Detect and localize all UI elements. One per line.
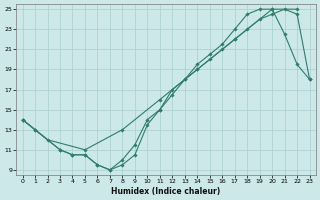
X-axis label: Humidex (Indice chaleur): Humidex (Indice chaleur) xyxy=(111,187,221,196)
